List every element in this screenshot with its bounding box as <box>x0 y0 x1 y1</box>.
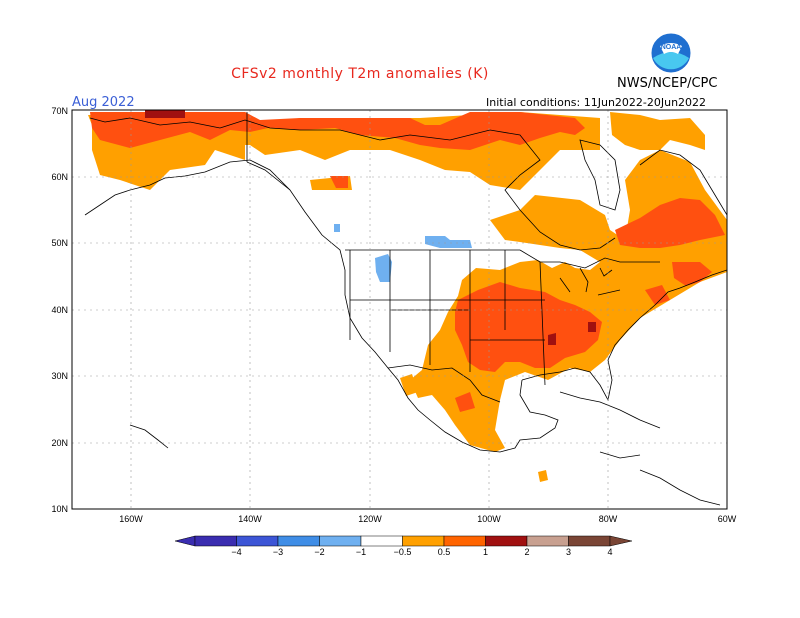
lat-label: 70N <box>51 106 68 116</box>
colorbar-bin <box>402 535 445 547</box>
lat-label: 60N <box>51 172 68 182</box>
colorbar-tick-label: −4 <box>231 547 241 557</box>
anomaly-blue-fill <box>334 224 472 282</box>
colorbar-tick-label: 3 <box>566 547 571 557</box>
colorbar-tick-label: −1 <box>356 547 366 557</box>
colorbar-tick-label: 2 <box>524 547 529 557</box>
colorbar-bin <box>194 535 237 547</box>
colorbar-bin <box>277 535 320 547</box>
colorbar-tick-label: −2 <box>314 547 324 557</box>
coastlines <box>84 112 727 506</box>
map-area <box>72 110 727 509</box>
colorbar-tick-label: 4 <box>607 547 612 557</box>
lon-label: 120W <box>358 514 382 524</box>
lon-label: 80W <box>599 514 618 524</box>
anomaly-red-fill <box>90 112 725 412</box>
noaa-logo-icon: NOAA <box>650 32 692 74</box>
colorbar-bin <box>360 535 403 547</box>
colorbar-bin <box>485 535 528 547</box>
colorbar-bin <box>568 535 611 547</box>
colorbar-bin <box>443 535 486 547</box>
lat-label: 50N <box>51 238 68 248</box>
lon-label: 140W <box>238 514 262 524</box>
colorbar-tick-label: 1 <box>483 547 488 557</box>
colorbar: −4 −3 −2 −1 −0.5 0.5 1 2 3 4 <box>174 535 633 557</box>
colorbar-tick-label: −0.5 <box>394 547 412 557</box>
lon-label: 160W <box>119 514 143 524</box>
colorbar-bin <box>236 535 279 547</box>
lat-label: 30N <box>51 371 68 381</box>
lat-label: 40N <box>51 305 68 315</box>
logo-text: NOAA <box>661 44 682 51</box>
colorbar-tick-label: −3 <box>273 547 283 557</box>
colorbar-arrow-left <box>174 535 196 547</box>
colorbar-arrow-right <box>609 535 633 547</box>
map-frame <box>71 109 728 510</box>
anomaly-darkred-fill <box>145 110 596 345</box>
colorbar-bin <box>526 535 569 547</box>
map-title: CFSv2 monthly T2m anomalies (K) <box>231 66 489 82</box>
lat-label: 20N <box>51 438 68 448</box>
lon-label: 100W <box>477 514 501 524</box>
colorbar-tick-label: 0.5 <box>438 547 451 557</box>
colorbar-bin <box>319 535 362 547</box>
agency-label: NWS/NCEP/CPC <box>617 76 718 91</box>
forecast-month: Aug 2022 <box>72 95 135 110</box>
initial-conditions: Initial conditions: 11Jun2022-20Jun2022 <box>486 96 707 109</box>
lon-label: 60W <box>718 514 737 524</box>
graticule <box>72 110 727 509</box>
lat-label: 10N <box>51 504 68 514</box>
